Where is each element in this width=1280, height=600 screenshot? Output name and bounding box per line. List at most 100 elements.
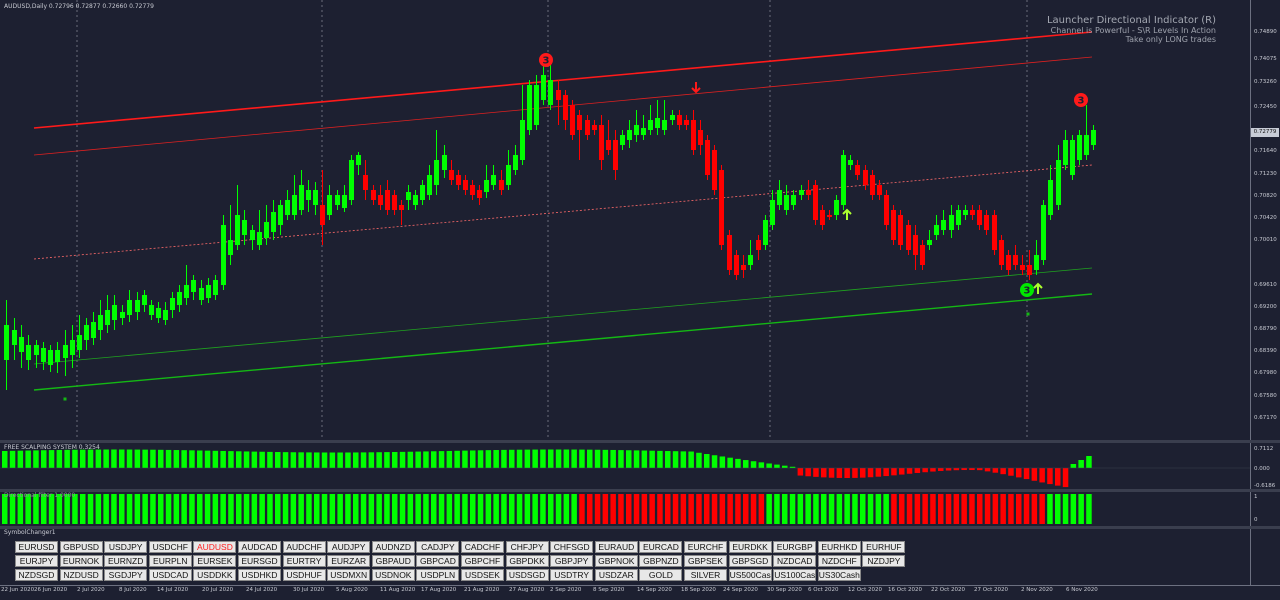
symbol-button-eurdkk[interactable]: EURDKK (728, 541, 772, 553)
symbol-button-gbpnok[interactable]: GBPNOK (594, 555, 638, 567)
oscillator-bar (1070, 464, 1077, 468)
symbol-button-usdpln[interactable]: USDPLN (416, 569, 460, 581)
symbol-button-usdjpy[interactable]: USDJPY (104, 541, 148, 553)
symbol-button-gold[interactable]: GOLD (639, 569, 683, 581)
oscillator-bar (134, 449, 141, 468)
symbol-button-eursek[interactable]: EURSEK (193, 555, 237, 567)
filter-bar (548, 494, 554, 524)
symbol-button-eurpln[interactable]: EURPLN (148, 555, 192, 567)
symbol-button-usdtry[interactable]: USDTRY (550, 569, 594, 581)
symbol-button-usdsgd[interactable]: USDSGD (505, 569, 549, 581)
symbol-button-gbpaud[interactable]: GBPAUD (371, 555, 415, 567)
main-chart-pane[interactable]: 3 3 3 AUDUSD,Daily 0.72796 0.72877 0.72660… (0, 0, 1250, 440)
symbol-button-eurnzd[interactable]: EURNZD (104, 555, 148, 567)
pane-separator[interactable] (0, 440, 1280, 443)
symbol-button-nzdusd[interactable]: NZDUSD (59, 569, 103, 581)
filter-pane[interactable]: Directional filter 1.0000 (0, 492, 1250, 526)
candlestick-chart[interactable]: 3 3 3 (0, 0, 1250, 440)
symbol-button-usdcad[interactable]: USDCAD (148, 569, 192, 581)
symbol-button-usdmxn[interactable]: USDMXN (327, 569, 371, 581)
symbol-button-audusd[interactable]: AUDUSD (193, 541, 237, 553)
symbol-button-usdhkd[interactable]: USDHKD (238, 569, 281, 581)
symbol-button-nzdjpy[interactable]: NZDJPY (862, 555, 906, 567)
filter-bar (48, 494, 55, 524)
candle (813, 180, 818, 225)
symbol-button-eurhkd[interactable]: EURHKD (817, 541, 861, 553)
symbol-button-usddkk[interactable]: USDDKK (193, 569, 237, 581)
symbol-button-gbpchf[interactable]: GBPCHF (461, 555, 504, 567)
symbol-button-eurcad[interactable]: EURCAD (639, 541, 683, 553)
symbol-button-gbpnzd[interactable]: GBPNZD (639, 555, 683, 567)
filter-bar (2, 494, 8, 524)
symbol-button-eurchf[interactable]: EURCHF (684, 541, 727, 553)
symbol-button-audchf[interactable]: AUDCHF (282, 541, 326, 553)
oscillator-bar (267, 451, 273, 468)
oscillator-histogram (0, 449, 1250, 488)
oscillator-scale[interactable] (1250, 443, 1280, 489)
price-tick-label: 0.68390 (1254, 348, 1277, 354)
symbol-button-usdhuf[interactable]: USDHUF (282, 569, 326, 581)
oscillator-bar (743, 460, 749, 468)
symbol-button-audcad[interactable]: AUDCAD (238, 541, 281, 553)
candle (1091, 125, 1096, 150)
symbol-button-eurzar[interactable]: EURZAR (327, 555, 371, 567)
filter-scale[interactable] (1250, 492, 1280, 526)
symbol-button-us30cash[interactable]: US30Cash (817, 569, 861, 581)
symbol-button-eurjpy[interactable]: EURJPY (15, 555, 58, 567)
symbol-button-nzdchf[interactable]: NZDCHF (817, 555, 861, 567)
symbol-button-cadjpy[interactable]: CADJPY (416, 541, 460, 553)
filter-bar (95, 494, 102, 524)
symbol-button-eurnok[interactable]: EURNOK (59, 555, 103, 567)
symbol-button-gbpsek[interactable]: GBPSEK (684, 555, 727, 567)
symbol-button-gbpusd[interactable]: GBPUSD (59, 541, 103, 553)
symbol-button-chfsgd[interactable]: CHFSGD (550, 541, 594, 553)
symbol-button-audjpy[interactable]: AUDJPY (327, 541, 371, 553)
filter-bar (782, 494, 788, 524)
symbol-button-eurusd[interactable]: EURUSD (15, 541, 58, 553)
symbol-button-us100cash[interactable]: US100Cash (773, 569, 817, 581)
symbol-button-usdsek[interactable]: USDSEK (461, 569, 504, 581)
oscillator-bar (290, 452, 297, 468)
pane-separator[interactable] (0, 489, 1280, 492)
candle (135, 292, 140, 320)
price-scale[interactable] (1250, 0, 1280, 440)
symbol-button-sgdjpy[interactable]: SGDJPY (104, 569, 148, 581)
symbol-button-eurgbp[interactable]: EURGBP (773, 541, 817, 553)
symbol-button-us500cash[interactable]: US500Cash (728, 569, 772, 581)
symbol-button-usdnok[interactable]: USDNOK (371, 569, 415, 581)
symbol-button-nzdcad[interactable]: NZDCAD (773, 555, 817, 567)
candle (327, 185, 332, 220)
candle (399, 200, 404, 225)
oscillator-bar (41, 450, 47, 468)
symbol-button-nzdsgd[interactable]: NZDSGD (15, 569, 58, 581)
oscillator-bar (758, 462, 765, 468)
symbol-button-eurhuf[interactable]: EURHUF (862, 541, 906, 553)
symbol-button-chfjpy[interactable]: CHFJPY (505, 541, 549, 553)
symbol-button-gbpdkk[interactable]: GBPDKK (505, 555, 549, 567)
symbol-button-cadchf[interactable]: CADCHF (461, 541, 504, 553)
date-axis (0, 585, 1280, 600)
symbol-button-eursgd[interactable]: EURSGD (238, 555, 281, 567)
oscillator-bar (1047, 468, 1053, 485)
symbol-button-euraud[interactable]: EURAUD (594, 541, 638, 553)
pane-separator[interactable] (0, 526, 1280, 529)
symbol-button-gbpcad[interactable]: GBPCAD (416, 555, 460, 567)
symbol-button-eurtry[interactable]: EURTRY (282, 555, 326, 567)
filter-bar (961, 494, 967, 524)
candle (1084, 105, 1089, 160)
date-tick-label: 22 Oct 2020 (931, 587, 966, 593)
symbol-button-audnzd[interactable]: AUDNZD (371, 541, 415, 553)
scalping-oscillator-pane[interactable]: FREE SCALPING SYSTEM 0.3254 (0, 443, 1250, 489)
candle (870, 170, 875, 200)
oscillator-bar (275, 452, 281, 468)
candle (427, 165, 432, 200)
symbol-button-gbpjpy[interactable]: GBPJPY (550, 555, 594, 567)
candle (1006, 250, 1011, 275)
filter-bar (1070, 494, 1077, 524)
price-tick-label: 0.74890 (1254, 29, 1277, 35)
symbol-button-usdzar[interactable]: USDZAR (594, 569, 638, 581)
symbol-button-silver[interactable]: SILVER (684, 569, 727, 581)
symbol-button-gbpsgd[interactable]: GBPSGD (728, 555, 772, 567)
symbol-button-usdchf[interactable]: USDCHF (148, 541, 192, 553)
filter-bar (696, 494, 702, 524)
